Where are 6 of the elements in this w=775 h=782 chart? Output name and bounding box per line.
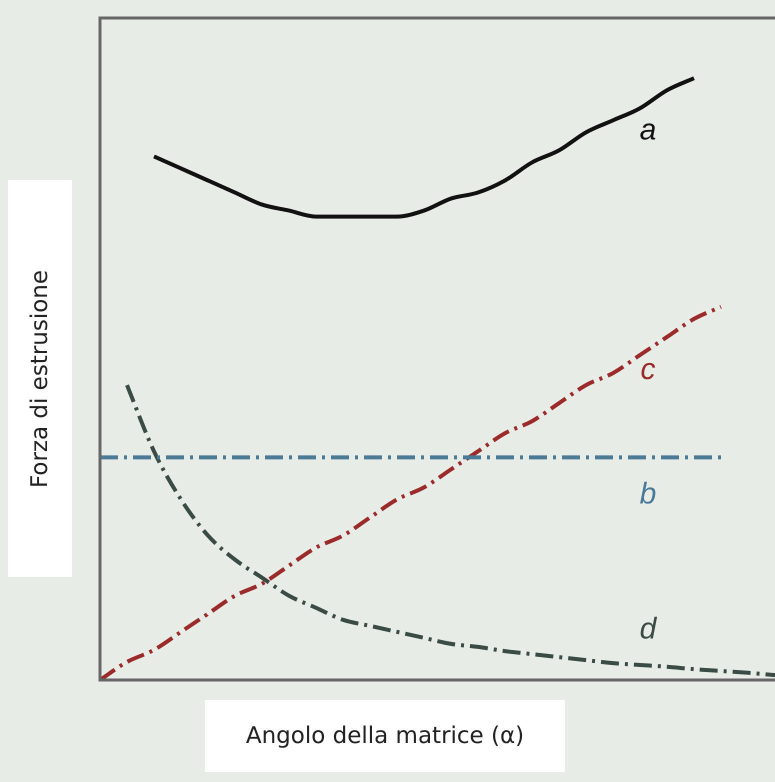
x-axis-title: Angolo della matrice (α) (205, 700, 565, 772)
series-label: d (640, 612, 658, 646)
series-label: a (640, 114, 656, 147)
series-label: b (640, 478, 656, 511)
series-label: c (640, 353, 656, 386)
y-axis-title: Forza di estrusione (27, 269, 54, 488)
